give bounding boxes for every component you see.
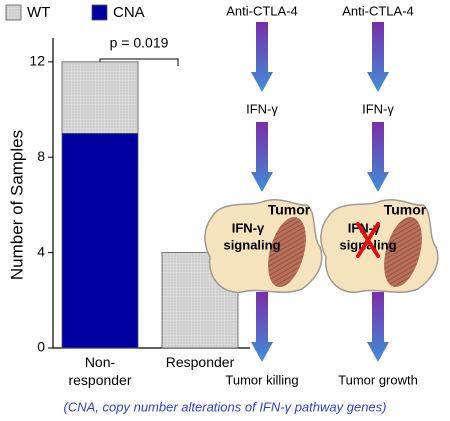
arrow: [251, 122, 273, 192]
signaling-label: signaling: [339, 237, 396, 252]
input-label: Anti-CTLA-4: [342, 3, 414, 18]
legend-swatch: [5, 4, 22, 21]
y-axis-label: Number of Samples: [7, 130, 26, 280]
y-tick-label: 4: [37, 243, 45, 259]
caption: (CNA, copy number alterations of IFN-γ p…: [64, 399, 387, 414]
signaling-label: IFN-γ: [232, 220, 265, 235]
tumor-nucleus: [268, 216, 306, 288]
mediator-label: IFN-γ: [246, 101, 278, 116]
outcome-label: Tumor growth: [338, 372, 418, 387]
arrow: [367, 122, 389, 192]
x-tick-label: Non-responder: [68, 354, 131, 388]
chart: Number of Samples p = 0.019 0 4 8 12 WT CNA No…: [5, 4, 250, 388]
diagram: Anti-CTLA-4IFN-γTumorIFN-γsignalingTumor…: [204, 3, 439, 387]
y-tick-label: 12: [29, 53, 45, 69]
bar-segment: [61, 61, 139, 134]
y-tick-label: 8: [37, 148, 45, 164]
input-label: Anti-CTLA-4: [226, 3, 298, 18]
arrow: [367, 292, 389, 362]
cell-label: Tumor: [384, 202, 427, 218]
arrow: [367, 22, 389, 92]
y-tick-label: 0: [37, 339, 45, 355]
legend-swatch: [91, 4, 108, 21]
arrow: [251, 22, 273, 92]
tumor-nucleus: [384, 216, 422, 288]
x-tick-label: Responder: [166, 354, 235, 370]
arrow: [251, 292, 273, 362]
mediator-label: IFN-γ: [362, 101, 394, 116]
cell-label: Tumor: [268, 202, 311, 218]
bar-segment: [61, 132, 139, 349]
p-value: p = 0.019: [110, 35, 169, 51]
signaling-label: signaling: [223, 237, 280, 252]
block-mark: [356, 222, 380, 258]
legend-label: CNA: [113, 4, 145, 21]
legend-label: WT: [27, 4, 50, 21]
outcome-label: Tumor killing: [225, 372, 298, 387]
